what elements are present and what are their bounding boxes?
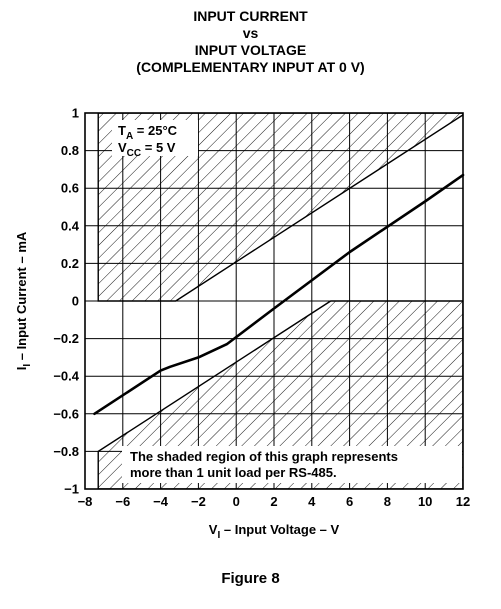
- x-axis-label: VI – Input Voltage – V: [209, 522, 340, 541]
- series: [93, 173, 465, 416]
- x-tick-label: 4: [308, 494, 316, 509]
- y-tick-label: 0: [72, 294, 79, 309]
- note-line-1: The shaded region of this graph represen…: [130, 449, 398, 464]
- x-tick-label: 8: [384, 494, 391, 509]
- note-line-2: more than 1 unit load per RS-485.: [130, 465, 337, 480]
- y-axis-label: II – Input Current – mA: [14, 231, 33, 370]
- y-tick-label: 0.2: [61, 256, 79, 271]
- ta-label: TA = 25°C: [118, 123, 178, 142]
- x-tick-label: −2: [191, 494, 206, 509]
- conditions-box: [112, 120, 198, 156]
- vcc-label: VCC = 5 V: [118, 140, 176, 159]
- shaded-regions: [97, 113, 463, 489]
- x-tick-label: −6: [115, 494, 130, 509]
- y-tick-label: 1: [72, 106, 79, 121]
- y-tick-label: −0.4: [53, 369, 79, 384]
- y-tick-label: −1: [64, 482, 79, 497]
- chart-title-line-2: vs: [242, 25, 259, 41]
- figure-caption: Figure 8: [221, 570, 280, 587]
- y-tick-label: 0.6: [61, 181, 79, 196]
- series-line-1: [93, 173, 465, 416]
- y-tick-label: −0.8: [53, 444, 79, 459]
- y-tick-label: −0.2: [53, 331, 79, 346]
- y-tick-label: −0.6: [53, 406, 79, 421]
- note-box: [122, 446, 462, 483]
- chart-title-line-1: INPUT CURRENT: [193, 8, 308, 24]
- y-tick-label: 0.4: [61, 218, 80, 233]
- shaded-region-2: [97, 300, 463, 489]
- x-tick-label: 6: [346, 494, 353, 509]
- x-tick-label: 12: [456, 494, 470, 509]
- x-tick-label: −4: [153, 494, 169, 509]
- x-tick-label: 10: [418, 494, 432, 509]
- tick-labels: −8 −6 −4 −2 0 2 4 6 8 10 12 −1 −0.8 −0.6 −0.4 −0.2 0 0.2 0…: [53, 106, 470, 510]
- plot-frame: [84, 112, 464, 490]
- y-tick-label: 0.8: [61, 143, 79, 158]
- x-tick-label: 2: [270, 494, 277, 509]
- x-tick-label: 0: [233, 494, 240, 509]
- chart-title-line-4: (COMPLEMENTARY INPUT AT 0 V): [136, 59, 365, 75]
- grid: [85, 113, 463, 489]
- x-tick-label: −8: [78, 494, 93, 509]
- chart-title-line-3: INPUT VOLTAGE: [194, 42, 307, 58]
